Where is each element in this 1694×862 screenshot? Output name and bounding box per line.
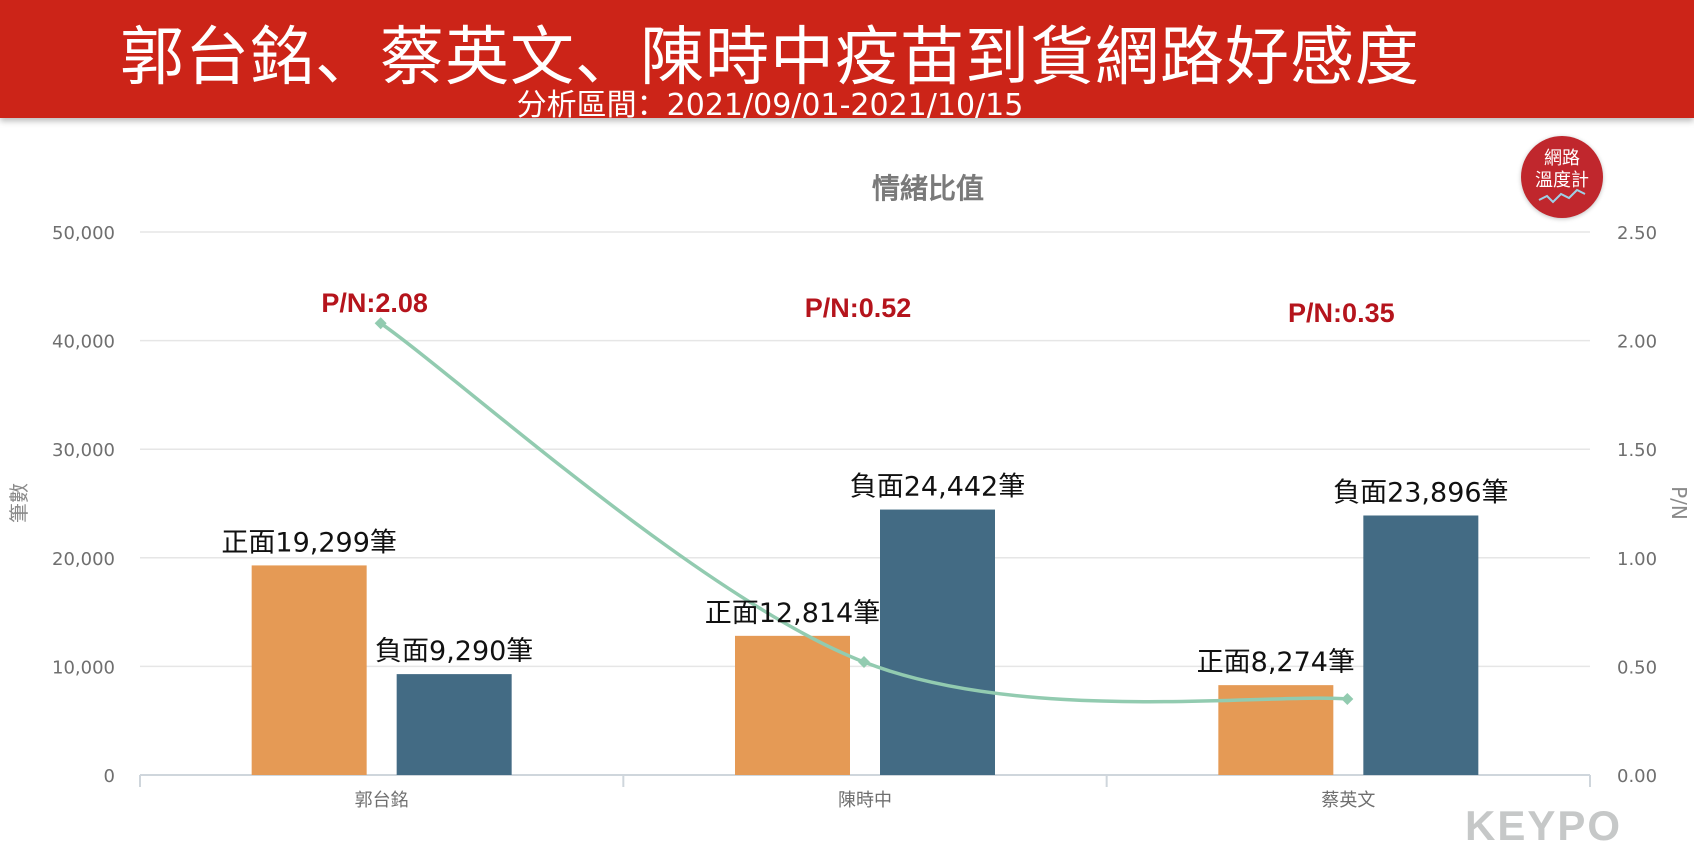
- x-tick-label: 郭台銘: [355, 790, 409, 811]
- pn-ratio-label: P/N:0.35: [1288, 298, 1395, 328]
- y-tick-label: 10,000: [52, 657, 115, 678]
- page-title: 郭台銘、蔡英文、陳時中疫苗到貨網路好感度: [120, 21, 1420, 95]
- badge-line-2: 溫度計: [1535, 170, 1589, 191]
- y2-tick-label: 2.00: [1617, 332, 1657, 353]
- y2-tick-label: 0.50: [1617, 657, 1657, 678]
- y-tick-label: 40,000: [52, 332, 115, 353]
- y2-tick-label: 0.00: [1617, 766, 1657, 787]
- negative-data-label: 負面9,290筆: [375, 636, 533, 667]
- negative-data-label: 負面23,896筆: [1333, 477, 1508, 508]
- positive-bar: [735, 635, 850, 775]
- pn-ratio-point: [374, 317, 387, 330]
- y-tick-label: 50,000: [52, 223, 115, 244]
- pn-ratio-point: [858, 656, 870, 669]
- analysis-period: 分析區間：2021/09/01-2021/10/15: [516, 88, 1024, 123]
- y2-tick-label: 2.50: [1617, 223, 1657, 244]
- positive-data-label: 正面19,299筆: [221, 527, 396, 558]
- thermometer-wave-icon: [1538, 188, 1586, 204]
- badge-line-1: 網路: [1544, 148, 1580, 169]
- brand-badge: 網路 溫度計: [1521, 136, 1603, 218]
- x-tick-label: 蔡英文: [1321, 790, 1375, 811]
- pn-ratio-point: [1341, 692, 1354, 705]
- y2-tick-label: 1.00: [1617, 549, 1657, 570]
- y2-tick-label: 1.50: [1617, 440, 1657, 461]
- x-tick-label: 陳時中: [838, 790, 892, 811]
- y-axis-title: 筆數: [7, 483, 31, 523]
- y-tick-label: 0: [104, 766, 115, 787]
- negative-bar: [1363, 515, 1479, 775]
- header-banner: 郭台銘、蔡英文、陳時中疫苗到貨網路好感度 分析區間：2021/09/01-202…: [0, 0, 1694, 123]
- negative-bar: [880, 509, 995, 775]
- y-tick-label: 20,000: [52, 549, 115, 570]
- keypo-watermark: KEYPO: [1465, 802, 1623, 849]
- negative-data-label: 負面24,442筆: [850, 472, 1025, 503]
- positive-bar: [251, 565, 367, 775]
- pn-ratio-label: P/N:0.52: [805, 293, 912, 323]
- chart-title: 情緒比值: [872, 172, 984, 205]
- pn-ratio-label: P/N:2.08: [321, 288, 428, 318]
- negative-bar: [396, 674, 512, 775]
- y-tick-label: 30,000: [52, 440, 115, 461]
- positive-data-label: 正面8,274筆: [1197, 647, 1355, 678]
- y2-axis-title: P/N: [1667, 486, 1691, 520]
- positive-data-label: 正面12,814筆: [705, 598, 880, 629]
